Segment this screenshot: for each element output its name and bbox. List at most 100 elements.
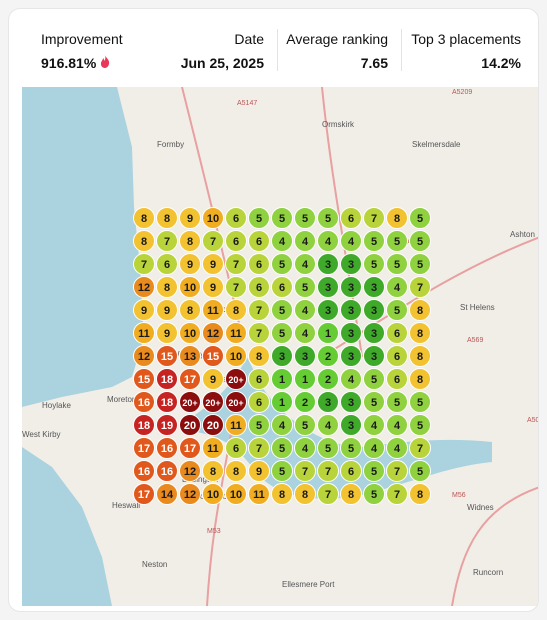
rank-value: 4 <box>348 374 355 386</box>
rank-value: 20 <box>207 420 219 432</box>
rank-value: 3 <box>348 420 354 432</box>
rank-pin <box>133 276 155 298</box>
rank-pin <box>317 276 339 298</box>
rank-pin <box>179 414 201 436</box>
rank-value: 4 <box>302 259 309 271</box>
rank-pin <box>248 483 270 505</box>
rank-pin <box>317 368 339 390</box>
rank-value: 10 <box>230 351 242 363</box>
rank-pin <box>248 391 270 413</box>
rank-value: 1 <box>279 374 285 386</box>
map-label: Frodsham <box>484 605 520 606</box>
stat-value: 916.81% <box>41 55 123 71</box>
rank-pin <box>225 322 247 344</box>
rank-pin <box>340 207 362 229</box>
rank-pin <box>179 391 201 413</box>
rank-pin <box>133 253 155 275</box>
rank-value: 20+ <box>205 398 220 408</box>
rank-pin <box>248 368 270 390</box>
rank-pin <box>202 345 224 367</box>
stats-row: Improvement 916.81% Date Jun 25, 2025 Aver… <box>9 9 538 87</box>
stat: Date Jun 25, 2025 <box>181 31 264 71</box>
rank-value: 3 <box>348 259 354 271</box>
map-label: A5080 <box>527 417 539 424</box>
rank-value: 4 <box>302 236 309 248</box>
rank-pin <box>271 322 293 344</box>
rank-pin <box>317 299 339 321</box>
rank-value: 5 <box>348 443 354 455</box>
rank-value: 7 <box>164 236 170 248</box>
rank-pin <box>271 483 293 505</box>
rank-value: 8 <box>141 213 147 225</box>
rank-pin <box>248 414 270 436</box>
rank-value: 5 <box>325 443 331 455</box>
rank-value: 5 <box>302 420 308 432</box>
rank-pin <box>363 460 385 482</box>
rank-value: 5 <box>371 374 377 386</box>
rank-pin <box>179 253 201 275</box>
rank-value: 8 <box>302 489 308 501</box>
rank-pin <box>133 299 155 321</box>
rank-pin <box>294 437 316 459</box>
rank-value: 5 <box>371 489 377 501</box>
rank-value: 8 <box>417 489 423 501</box>
rank-value: 11 <box>230 420 242 432</box>
card: Improvement 916.81% Date Jun 25, 2025 Aver… <box>8 8 539 612</box>
rank-pin <box>294 230 316 252</box>
rank-value: 13 <box>184 351 196 363</box>
rank-pin <box>179 299 201 321</box>
rank-pin <box>340 322 362 344</box>
rank-pin <box>340 460 362 482</box>
rank-value: 6 <box>394 374 400 386</box>
dee-estuary <box>22 447 112 606</box>
map: Ormskirk Formby Skelmersdale St Helens Ashto… <box>22 87 539 606</box>
rank-value: 20+ <box>182 398 197 408</box>
rank-pin <box>225 414 247 436</box>
rank-pin <box>225 253 247 275</box>
rank-value: 8 <box>417 328 423 340</box>
rank-value: 5 <box>417 466 423 478</box>
stat-label: Date <box>234 31 264 47</box>
rank-pin <box>340 414 362 436</box>
rank-pin <box>248 207 270 229</box>
rank-value: 10 <box>184 282 196 294</box>
rank-value: 17 <box>138 489 150 501</box>
rank-value: 2 <box>302 397 308 409</box>
rank-pin <box>133 460 155 482</box>
rank-value: 11 <box>207 305 219 317</box>
rank-pin <box>179 276 201 298</box>
rank-pin <box>156 207 178 229</box>
rank-pin <box>156 414 178 436</box>
rank-pin <box>386 345 408 367</box>
rank-pin <box>363 276 385 298</box>
rank-value: 12 <box>184 489 196 501</box>
rank-value: 8 <box>233 466 239 478</box>
rank-value: 5 <box>394 397 400 409</box>
rank-value: 1 <box>279 397 285 409</box>
rank-pin <box>317 414 339 436</box>
map-label: Runcorn <box>473 568 503 577</box>
rank-value: 11 <box>253 489 265 501</box>
rank-pin <box>386 276 408 298</box>
rank-value: 20+ <box>228 375 243 385</box>
rank-value: 15 <box>207 351 219 363</box>
rank-value: 7 <box>256 328 262 340</box>
stat-value: 14.2% <box>481 55 521 71</box>
stat: Top 3 placements 14.2% <box>411 31 521 71</box>
rank-value: 4 <box>302 305 309 317</box>
rank-pin <box>386 253 408 275</box>
rank-value: 5 <box>302 282 308 294</box>
stat-value-text: 916.81% <box>41 55 97 71</box>
rank-value: 6 <box>256 282 262 294</box>
rank-value: 16 <box>138 466 150 478</box>
rank-pin <box>317 460 339 482</box>
rank-pin <box>202 368 224 390</box>
rank-pin <box>271 207 293 229</box>
rank-pin <box>386 299 408 321</box>
map-label: Bebington <box>182 475 218 484</box>
rank-pin <box>225 460 247 482</box>
map-label: St Helens <box>460 303 495 312</box>
rank-pin <box>248 437 270 459</box>
rank-value: 4 <box>371 420 378 432</box>
